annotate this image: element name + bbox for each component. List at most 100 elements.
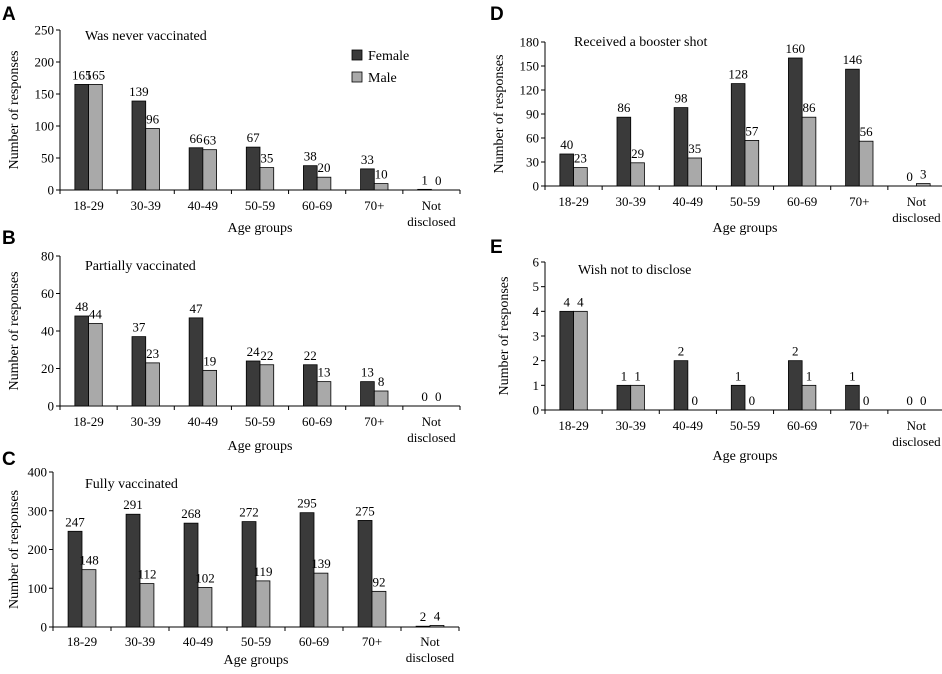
bar-female [74, 84, 89, 191]
data-label: 165 [86, 67, 106, 82]
bar-male [145, 128, 160, 191]
x-tick-label: 18-29 [73, 198, 103, 213]
x-tick-label: 70+ [849, 194, 869, 209]
data-label: 63 [203, 133, 216, 148]
y-tick-label: 0 [41, 620, 48, 635]
data-label: 0 [691, 393, 698, 408]
bar-female [559, 153, 574, 187]
y-tick-label: 80 [41, 249, 54, 264]
bar-female [845, 68, 860, 187]
x-tick-label: 70+ [362, 634, 382, 649]
data-label: 20 [318, 160, 331, 175]
y-tick-label: 150 [520, 59, 540, 74]
x-tick-label: 30-39 [131, 198, 161, 213]
x-tick-label: 18-29 [558, 194, 588, 209]
y-tick-label: 1 [533, 378, 540, 393]
data-label: 139 [311, 556, 331, 571]
x-tick-label: 60-69 [787, 418, 817, 433]
x-tick-label: 18-29 [67, 634, 97, 649]
y-tick-label: 120 [520, 83, 540, 98]
bar-female [303, 165, 318, 191]
chart-title: Received a booster shot [574, 35, 707, 50]
y-axis-title: Number of responses [497, 277, 512, 396]
data-label: 4 [434, 608, 441, 623]
data-label: 275 [355, 503, 375, 518]
y-tick-label: 0 [48, 399, 55, 414]
data-label: 35 [260, 151, 273, 166]
data-label: 96 [146, 112, 160, 127]
data-label: 1 [421, 172, 428, 187]
data-label: 29 [631, 146, 644, 161]
x-tick-label: 60-69 [299, 634, 329, 649]
x-tick-label: Not disclosed [407, 414, 456, 445]
y-tick-label: 6 [533, 255, 540, 270]
data-label: 66 [190, 131, 204, 146]
x-tick-label: 70+ [849, 418, 869, 433]
x-axis-title: Age groups [713, 221, 778, 236]
data-label: 56 [860, 124, 874, 139]
x-tick-label: 30-39 [131, 414, 161, 429]
x-tick-label: 30-39 [616, 194, 646, 209]
bar-female [730, 83, 746, 187]
data-label: 272 [239, 505, 259, 520]
y-axis-title: Number of responses [7, 272, 22, 391]
y-tick-label: 100 [28, 581, 48, 596]
bar-female [417, 188, 432, 191]
y-tick-label: 3 [533, 329, 540, 344]
x-tick-label: 50-59 [245, 198, 275, 213]
data-label: 1 [621, 368, 628, 383]
legend-swatch-male [351, 71, 363, 83]
y-tick-label: 100 [35, 119, 55, 134]
data-label: 148 [79, 553, 99, 568]
bar-male [255, 580, 271, 628]
y-tick-label: 40 [41, 324, 54, 339]
bar-female [788, 360, 803, 411]
bar-male [139, 583, 155, 628]
data-label: 0 [863, 393, 870, 408]
bar-male [81, 569, 97, 628]
x-axis-title: Age groups [224, 653, 289, 668]
data-label: 22 [304, 348, 317, 363]
bar-female [245, 360, 261, 407]
bar-female [299, 512, 315, 628]
bar-female [303, 364, 318, 407]
bar-female [188, 317, 204, 407]
data-label: 38 [304, 149, 317, 164]
panel-letter: B [2, 228, 16, 249]
data-label: 67 [247, 130, 261, 145]
x-tick-label: 50-59 [245, 414, 275, 429]
data-label: 24 [247, 344, 261, 359]
data-label: 0 [749, 393, 756, 408]
bar-female [415, 625, 431, 628]
y-tick-label: 50 [41, 151, 54, 166]
data-label: 10 [375, 167, 388, 182]
data-label: 33 [361, 152, 374, 167]
data-label: 160 [786, 41, 806, 56]
data-label: 1 [806, 368, 813, 383]
data-label: 35 [688, 141, 701, 156]
bar-male [313, 572, 329, 628]
data-label: 1 [849, 368, 856, 383]
y-tick-label: 5 [533, 279, 540, 294]
x-tick-label: 60-69 [302, 198, 332, 213]
data-label: 3 [920, 167, 927, 182]
bar-male [202, 369, 217, 407]
data-label: 0 [906, 169, 913, 184]
legend-label-male: Male [368, 71, 397, 86]
data-label: 4 [563, 294, 570, 309]
bar-female [67, 530, 83, 628]
data-label: 0 [435, 389, 442, 404]
bar-male [88, 323, 103, 407]
data-label: 98 [675, 91, 688, 106]
data-label: 128 [728, 67, 748, 82]
data-label: 23 [574, 151, 587, 166]
chart-title: Partially vaccinated [85, 259, 196, 274]
bar-female [788, 57, 803, 187]
bar-female [125, 513, 141, 628]
bar-male [202, 149, 217, 191]
x-tick-label: 18-29 [558, 418, 588, 433]
y-axis-title: Number of responses [7, 490, 22, 609]
